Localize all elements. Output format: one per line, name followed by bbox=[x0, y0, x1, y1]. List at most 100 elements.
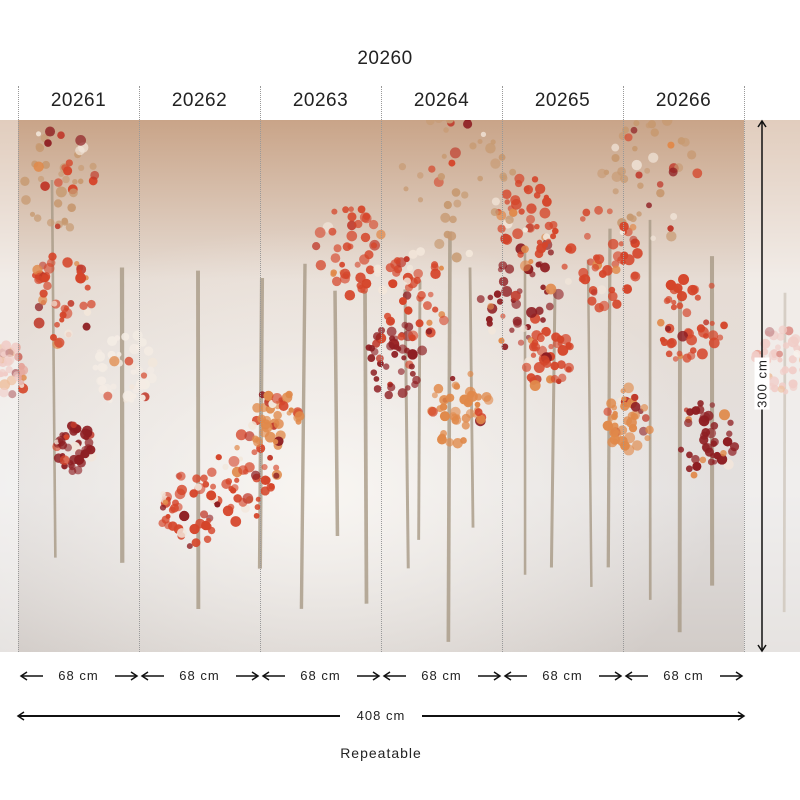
panel-code: 20265 bbox=[534, 90, 591, 111]
leaf-dot bbox=[587, 296, 597, 306]
leaf-dot bbox=[139, 394, 146, 401]
leaf-dot bbox=[549, 220, 558, 230]
leaf-dot bbox=[647, 120, 656, 129]
panel-width-label: 68 cm bbox=[421, 668, 462, 683]
leaf-dot bbox=[70, 441, 81, 452]
leaf-dot bbox=[285, 391, 292, 398]
leaf-dot bbox=[138, 337, 147, 347]
leaf-dot bbox=[228, 455, 240, 467]
tree-trunk bbox=[446, 231, 452, 642]
leaf-dot bbox=[63, 434, 70, 440]
leaf-dot bbox=[541, 326, 551, 337]
leaf-dot bbox=[411, 380, 419, 389]
leaf-dot bbox=[398, 163, 407, 171]
leaf-dot bbox=[43, 262, 55, 274]
leaf-dot bbox=[451, 416, 460, 425]
leaf-dot bbox=[477, 175, 484, 182]
leaf-dot bbox=[505, 215, 514, 225]
leaf-dot bbox=[373, 385, 382, 393]
leaf-dot bbox=[50, 333, 57, 341]
leaf-dot bbox=[699, 435, 709, 445]
repeat-fade-right bbox=[744, 120, 800, 652]
leaf-dot bbox=[703, 333, 709, 339]
leaf-dot bbox=[678, 274, 690, 286]
leaf-dot bbox=[75, 134, 87, 146]
leaf-dot bbox=[409, 334, 416, 342]
leaf-dot bbox=[75, 272, 87, 284]
leaf-dot bbox=[273, 472, 280, 479]
leaf-dot bbox=[451, 252, 462, 263]
leaf-dot bbox=[440, 212, 451, 223]
leaf-dot bbox=[764, 327, 775, 337]
leaf-dot bbox=[64, 329, 73, 338]
leaf-dot bbox=[558, 373, 567, 383]
leaf-dot bbox=[680, 137, 690, 147]
leaf-dot bbox=[686, 451, 693, 459]
leaf-dot bbox=[189, 489, 198, 498]
leaf-dot bbox=[670, 304, 677, 311]
leaf-dot bbox=[637, 182, 644, 189]
leaf-dot bbox=[314, 227, 326, 238]
leaf-dot bbox=[490, 158, 501, 169]
leaf-dot bbox=[384, 390, 393, 400]
leaf-dot bbox=[370, 369, 378, 376]
leaf-dot bbox=[602, 420, 614, 431]
leaf-dot bbox=[347, 212, 357, 222]
leaf-dot bbox=[447, 231, 457, 241]
leaf-dot bbox=[501, 343, 509, 351]
arrow-right-icon bbox=[372, 671, 381, 681]
leaf-dot bbox=[72, 178, 78, 185]
leaf-dot bbox=[393, 257, 401, 264]
leaf-dot bbox=[771, 384, 779, 393]
leaf-dot bbox=[84, 284, 91, 291]
leaf-dot bbox=[657, 318, 665, 327]
leaf-dot bbox=[339, 273, 351, 284]
leaf-dot bbox=[497, 224, 506, 233]
leaf-dot bbox=[682, 353, 692, 363]
tree-trunk bbox=[363, 290, 369, 604]
leaf-dot bbox=[54, 223, 61, 230]
leaf-dot bbox=[356, 282, 364, 290]
leaf-dot bbox=[686, 334, 697, 346]
leaf-dot bbox=[672, 356, 679, 362]
leaf-dot bbox=[82, 425, 93, 437]
leaf-dot bbox=[650, 235, 656, 242]
leaf-dot bbox=[545, 238, 552, 244]
leaf-dot bbox=[539, 207, 551, 219]
leaf-dot bbox=[74, 260, 80, 267]
repeat-fade-left bbox=[0, 120, 18, 652]
leaf-dot bbox=[129, 384, 135, 390]
leaf-dot bbox=[594, 205, 603, 215]
leaf-dot bbox=[342, 242, 352, 252]
leaf-dot bbox=[788, 366, 797, 375]
leaf-dot bbox=[535, 306, 544, 316]
leaf-dot bbox=[584, 232, 591, 240]
leaf-dot bbox=[397, 368, 405, 376]
leaf-dot bbox=[176, 528, 187, 538]
leaf-dot bbox=[517, 339, 525, 346]
leaf-dot bbox=[677, 330, 689, 342]
arrow-right-icon bbox=[493, 671, 502, 681]
leaf-dot bbox=[342, 206, 349, 214]
leaf-dot bbox=[230, 516, 242, 527]
leaf-dot bbox=[511, 299, 522, 309]
leaf-dot bbox=[179, 510, 190, 522]
leaf-dot bbox=[254, 504, 261, 510]
leaf-dot bbox=[251, 449, 258, 456]
leaf-dot bbox=[200, 474, 208, 482]
leaf-dot bbox=[474, 401, 481, 408]
leaf-dot bbox=[146, 373, 157, 384]
leaf-dot bbox=[710, 440, 718, 447]
leaf-dot bbox=[611, 265, 621, 274]
leaf-dot bbox=[520, 325, 528, 333]
leaf-dot bbox=[207, 467, 217, 477]
leaf-dot bbox=[630, 126, 638, 134]
leaf-dot bbox=[54, 337, 65, 348]
leaf-dot bbox=[521, 362, 532, 373]
leaf-dot bbox=[439, 411, 450, 422]
leaf-dot bbox=[480, 131, 487, 138]
leaf-dot bbox=[682, 308, 692, 318]
leaf-dot bbox=[35, 131, 42, 137]
leaf-dot bbox=[493, 290, 502, 298]
